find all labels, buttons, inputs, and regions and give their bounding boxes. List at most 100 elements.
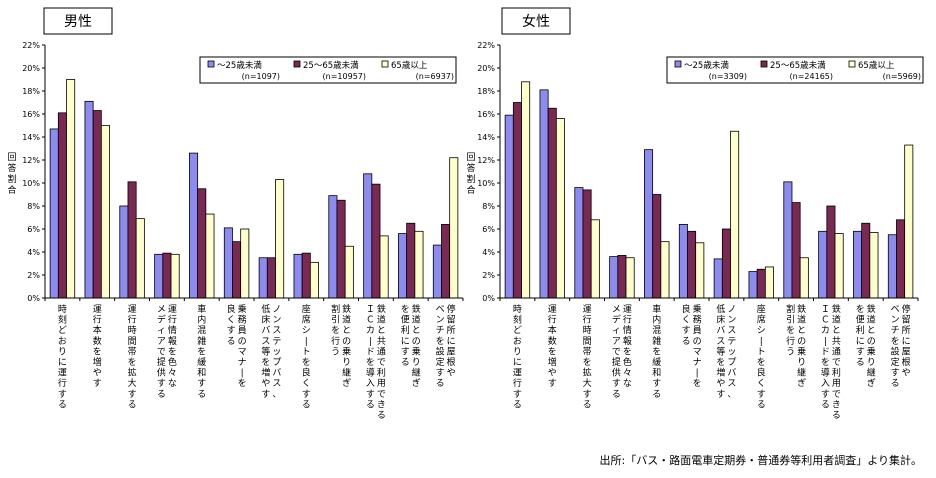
legend-box (199, 56, 457, 84)
legend-label: 65歳以上 (391, 60, 428, 71)
x-tick-label: 座席シ|トを良くする (302, 303, 311, 410)
bar (887, 234, 897, 299)
legend-sample: (n=3309) (709, 72, 747, 81)
x-tick-label: 鉄道との乗り継ぎを便利にする (856, 303, 876, 389)
bar (100, 125, 110, 299)
legend-swatch (674, 60, 682, 68)
x-tick-label: 乗務員のマナ|を良くする (227, 303, 247, 389)
x-tick-label: 時刻どおりに運行する (58, 304, 67, 410)
bar (301, 252, 311, 299)
y-tick-label: 0% (27, 294, 40, 303)
legend-swatch (293, 60, 301, 68)
bar (432, 244, 442, 299)
y-tick-label: 12% (22, 156, 40, 165)
y-axis-label: 回答割合 (7, 152, 16, 196)
bar (687, 230, 697, 299)
legend-sample: (n=24165) (790, 72, 833, 81)
chart-title: 男性 (64, 14, 92, 30)
y-tick-label: 22% (477, 41, 495, 50)
bar (521, 81, 531, 299)
legend-label: 25～65歳未満 (770, 60, 826, 71)
source-note: 出所:「バス・路面電車定期券・普通券等利用者調査」より集計。 (599, 454, 922, 467)
y-tick-label: 8% (27, 202, 40, 211)
x-tick-label: 鉄道との乗り継ぎを便利にする (401, 303, 421, 389)
legend-sample: (n=1097) (242, 72, 280, 81)
bar (406, 222, 416, 299)
y-tick-label: 8% (482, 202, 495, 211)
legend-swatch (760, 60, 768, 68)
x-tick-label: 乗務員のマナ|を良くする (682, 303, 702, 389)
bar (336, 199, 346, 299)
x-tick-label: ノンステップバス、低床バス等を増やす (261, 303, 281, 400)
bar (162, 252, 172, 299)
bar (678, 223, 688, 299)
bar (170, 253, 180, 299)
legend-label: ～25歳未満 (684, 60, 729, 71)
x-tick-label: 運行情報を色々なメディアで提供する (612, 304, 632, 400)
legend-swatch (381, 60, 389, 68)
x-tick-label: 時刻どおりに運行する (513, 304, 522, 410)
bar (309, 261, 319, 299)
bar (853, 230, 863, 299)
bar (861, 222, 871, 299)
legend-sample: (n=5969) (883, 72, 921, 81)
bar (617, 255, 627, 299)
legend-label: ～25歳未満 (217, 60, 262, 71)
y-tick-label: 18% (22, 87, 40, 96)
male-chart: 男性 0% 2% 4% 6% 8% 10% 12% 14% 16% 18% 20% 22% 回答割合時刻ど… (7, 7, 464, 421)
bar (189, 152, 199, 299)
bar (414, 230, 424, 299)
x-tick-label: 運行本数を増やす (93, 304, 102, 389)
x-tick-label: 運行本数を増やす (548, 304, 557, 389)
bar (512, 102, 522, 299)
bar (266, 257, 276, 299)
y-tick-label: 4% (27, 248, 40, 257)
bar (504, 114, 514, 299)
x-tick-label: 運行時間帯を拡大する (128, 304, 137, 410)
bar (756, 268, 766, 299)
bar (818, 230, 828, 299)
bar (609, 256, 619, 299)
x-tick-label: 運行時間帯を拡大する (583, 304, 592, 410)
bar (293, 253, 303, 299)
female-chart: 女性 0% 2% 4% 6% 8% 10% 12% 14% 16% 18% 20% 22% 回答割合時刻ど… (466, 7, 924, 421)
x-tick-label: 車内混雑を緩和する (197, 303, 206, 400)
bar (344, 245, 354, 299)
x-tick-label: 座席シ|トを良くする (757, 303, 766, 410)
y-tick-label: 2% (27, 271, 40, 280)
bar (625, 257, 635, 299)
y-tick-label: 4% (482, 248, 495, 257)
x-tick-label: ノンステップバス、低床バス等を増やす (716, 303, 736, 400)
bar (84, 100, 94, 299)
bar (555, 118, 565, 299)
y-tick-label: 22% (22, 41, 40, 50)
x-tick-label: 鉄道との乗り継ぎ割引を行う (331, 303, 351, 389)
bar (240, 228, 250, 299)
bar (371, 183, 381, 299)
legend: ～25歳未満(n=1097) 25～65歳未満(n=10957) 65歳以上(n=6… (199, 56, 457, 84)
bar (695, 242, 705, 299)
bar (127, 181, 137, 299)
x-tick-label: 車内混雑を緩和する (652, 303, 661, 400)
x-tick-label: 鉄道と共通で利用できるＩＣカ|ドを導入する (821, 303, 841, 421)
bar (826, 205, 836, 299)
x-tick-label: 停留所に屋根やベンチを設定する (891, 303, 911, 389)
y-tick-label: 6% (482, 225, 495, 234)
y-tick-label: 0% (482, 294, 495, 303)
y-tick-label: 6% (27, 225, 40, 234)
bar (441, 223, 451, 299)
y-tick-label: 20% (22, 64, 40, 73)
bar (764, 266, 774, 299)
bar (730, 130, 740, 299)
y-tick-label: 16% (477, 110, 495, 119)
bar (328, 195, 338, 299)
bar (66, 79, 76, 299)
bar (783, 181, 793, 299)
bar (713, 258, 723, 299)
bar (154, 253, 164, 299)
bar (275, 179, 285, 299)
y-tick-label: 10% (477, 179, 495, 188)
bar (791, 202, 801, 299)
bar (574, 187, 584, 299)
chart-title-box (501, 7, 571, 35)
